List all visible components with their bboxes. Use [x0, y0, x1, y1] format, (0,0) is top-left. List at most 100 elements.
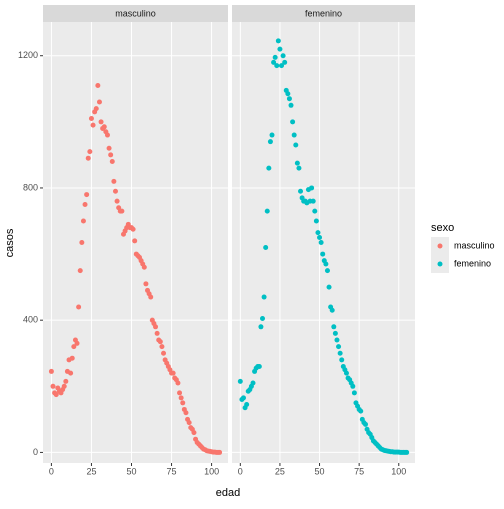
- legend-label: femenino: [454, 258, 491, 268]
- point: [119, 208, 125, 214]
- point: [351, 390, 357, 396]
- point: [109, 159, 115, 165]
- point: [50, 383, 56, 389]
- point: [404, 449, 410, 455]
- point: [336, 344, 342, 350]
- point: [76, 304, 82, 310]
- point: [177, 390, 183, 396]
- point: [362, 421, 368, 427]
- point: [331, 324, 337, 330]
- point: [48, 368, 54, 374]
- point: [88, 116, 94, 122]
- point: [298, 188, 304, 194]
- point: [191, 430, 197, 436]
- x-tick-label: 75: [354, 466, 364, 476]
- legend-title: sexo: [431, 222, 454, 234]
- point: [53, 392, 59, 398]
- x-axis-title: edad: [216, 487, 240, 499]
- point: [266, 165, 272, 171]
- point: [324, 268, 330, 274]
- point: [291, 132, 297, 138]
- point: [250, 380, 256, 386]
- point: [104, 132, 110, 138]
- x-tick-label: 50: [126, 466, 136, 476]
- point: [93, 106, 99, 112]
- point: [108, 152, 114, 158]
- point: [175, 380, 181, 386]
- point: [237, 378, 243, 384]
- x-tick-label: 25: [86, 466, 96, 476]
- point: [159, 344, 165, 350]
- point: [315, 230, 321, 236]
- strip: [43, 5, 228, 22]
- point: [312, 208, 318, 214]
- point: [309, 185, 315, 191]
- point: [337, 350, 343, 356]
- point: [332, 330, 338, 336]
- point: [111, 178, 117, 184]
- point: [153, 324, 159, 330]
- point: [71, 344, 77, 350]
- point: [170, 370, 176, 376]
- point: [74, 340, 80, 346]
- x-tick-label: 75: [167, 466, 177, 476]
- point: [180, 400, 186, 406]
- point: [90, 122, 96, 128]
- point: [143, 281, 149, 287]
- point: [84, 192, 90, 198]
- point: [95, 82, 101, 88]
- point: [294, 160, 300, 166]
- point: [318, 240, 324, 245]
- point: [323, 261, 329, 267]
- point: [178, 395, 184, 401]
- point: [293, 142, 299, 148]
- point: [183, 410, 189, 416]
- x-tick-label: 0: [49, 466, 54, 476]
- point: [320, 251, 326, 257]
- point: [358, 408, 364, 414]
- point: [80, 218, 86, 224]
- point: [280, 53, 286, 59]
- y-tick-label: 1200: [18, 50, 38, 60]
- point: [77, 268, 83, 274]
- point: [317, 235, 323, 241]
- point: [288, 102, 294, 108]
- point: [82, 201, 88, 207]
- point: [98, 119, 104, 125]
- point: [132, 238, 138, 244]
- point: [277, 46, 283, 52]
- y-tick-label: 0: [33, 447, 38, 457]
- point: [130, 226, 136, 232]
- x-tick-label: 100: [204, 466, 219, 476]
- point: [269, 132, 275, 138]
- point: [267, 139, 273, 145]
- point: [258, 324, 264, 330]
- point: [329, 307, 335, 313]
- point: [68, 370, 74, 376]
- point: [350, 383, 356, 389]
- point: [186, 420, 192, 426]
- point: [326, 284, 332, 290]
- strip: [232, 5, 415, 22]
- point: [157, 339, 163, 345]
- point: [106, 145, 112, 151]
- point: [87, 149, 93, 155]
- point: [101, 124, 107, 130]
- point: [61, 383, 67, 389]
- point: [96, 99, 102, 105]
- point: [264, 208, 270, 214]
- point: [339, 357, 345, 363]
- x-tick-label: 100: [391, 466, 406, 476]
- point: [79, 240, 85, 245]
- point: [141, 264, 147, 270]
- point: [112, 188, 118, 194]
- point: [217, 449, 223, 455]
- point: [263, 244, 269, 250]
- y-tick-label: 400: [23, 315, 38, 325]
- point: [296, 165, 302, 171]
- point: [161, 350, 167, 356]
- point: [290, 119, 296, 125]
- x-tick-label: 25: [275, 466, 285, 476]
- point: [85, 155, 91, 161]
